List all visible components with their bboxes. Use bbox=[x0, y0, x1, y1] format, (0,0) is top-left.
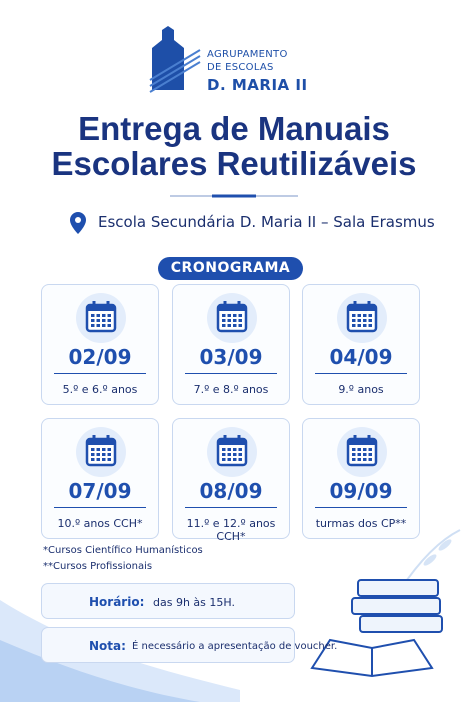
separator bbox=[54, 373, 146, 374]
title: Escolares Reutilizáveis bbox=[51, 145, 417, 182]
separator bbox=[315, 507, 407, 508]
date: 02/09 bbox=[68, 345, 132, 369]
years: 9.º anos bbox=[338, 383, 384, 396]
logo-text: D. MARIA II bbox=[207, 76, 308, 94]
logo-text: AGRUPAMENTO bbox=[207, 49, 288, 60]
info-box: Horário: das 9h às 15H. bbox=[41, 583, 295, 619]
logo-text: DE ESCOLAS bbox=[207, 62, 274, 73]
separator bbox=[185, 373, 277, 374]
date: 04/09 bbox=[329, 345, 393, 369]
info-text: É necessário a apresentação de voucher. bbox=[132, 641, 338, 652]
date: 03/09 bbox=[199, 345, 263, 369]
calendar-icon bbox=[207, 427, 257, 477]
schedule-card: 08/09 11.º e 12.º anos CCH* bbox=[172, 418, 290, 543]
years: 10.º anos CCH* bbox=[57, 517, 143, 530]
info-label: Nota: bbox=[89, 639, 126, 653]
separator bbox=[185, 507, 277, 508]
info-box: Nota: É necessário a apresentação de vou… bbox=[41, 627, 337, 663]
calendar-icon bbox=[76, 427, 126, 477]
schedule-card: 03/09 7.º e 8.º anos bbox=[172, 284, 290, 405]
date: 07/09 bbox=[68, 479, 132, 503]
info-text: das 9h às 15H. bbox=[153, 596, 235, 609]
title: Entrega de Manuais bbox=[78, 110, 390, 147]
location: Escola Secundária D. Maria II – Sala Era… bbox=[98, 213, 435, 231]
calendar-icon bbox=[337, 427, 387, 477]
schedule-card: 04/09 9.º anos bbox=[302, 284, 420, 405]
info-label: Horário: bbox=[89, 595, 145, 609]
separator bbox=[315, 373, 407, 374]
calendar-icon bbox=[207, 293, 257, 343]
date: 08/09 bbox=[199, 479, 263, 503]
footnote: *Cursos Científico Humanísticos bbox=[43, 545, 203, 556]
schedule-card: 07/09 10.º anos CCH* bbox=[41, 418, 159, 539]
calendar-icon bbox=[76, 293, 126, 343]
schedule-card: 02/09 5.º e 6.º anos bbox=[41, 284, 159, 405]
years: 5.º e 6.º anos bbox=[62, 383, 138, 396]
date: 09/09 bbox=[329, 479, 393, 503]
years: 7.º e 8.º anos bbox=[193, 383, 269, 396]
schedule-card: 09/09 turmas dos CP** bbox=[302, 418, 420, 539]
calendar-icon bbox=[337, 293, 387, 343]
schedule-label: CRONOGRAMA bbox=[158, 257, 303, 280]
years: 11.º e 12.º anos CCH* bbox=[186, 517, 276, 543]
footnote: **Cursos Profissionais bbox=[43, 561, 153, 572]
years: turmas dos CP** bbox=[315, 517, 407, 530]
separator bbox=[54, 507, 146, 508]
